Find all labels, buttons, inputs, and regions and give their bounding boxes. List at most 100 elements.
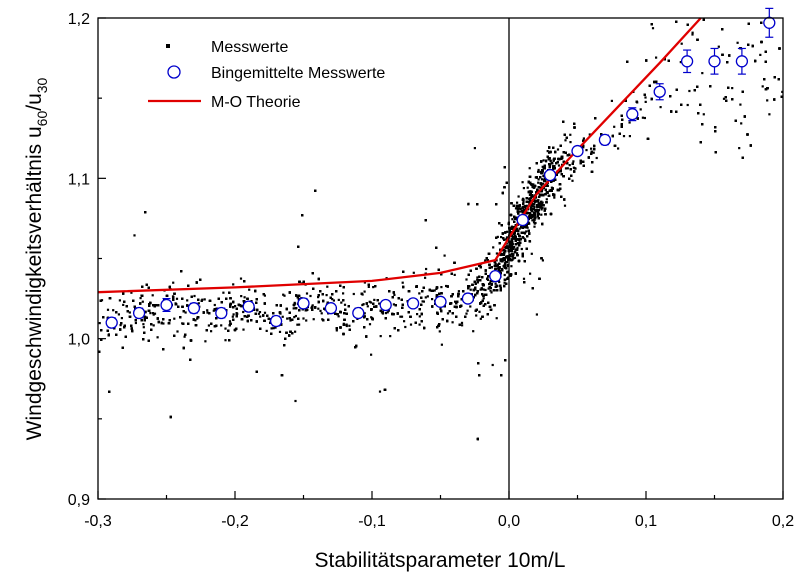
scatter-point: [740, 122, 743, 125]
scatter-point: [224, 339, 227, 342]
scatter-point: [151, 294, 154, 297]
scatter-point: [518, 227, 521, 230]
scatter-point: [194, 319, 197, 322]
scatter-point: [525, 230, 528, 233]
scatter-point: [399, 315, 402, 318]
scatter-point: [302, 317, 305, 320]
scatter-point: [639, 108, 642, 111]
scatter-point: [522, 277, 526, 280]
scatter-point: [643, 116, 646, 120]
scatter-point: [283, 294, 286, 297]
scatter-point: [511, 218, 514, 221]
scatter-point: [175, 297, 179, 300]
scatter-point: [183, 335, 186, 338]
scatter-point: [534, 221, 537, 225]
scatter-point: [152, 313, 155, 316]
scatter-point: [184, 311, 187, 314]
scatter-point: [488, 282, 491, 285]
scatter-point: [98, 322, 101, 325]
scatter-point: [781, 90, 784, 93]
scatter-point: [535, 313, 538, 316]
scatter-point: [239, 277, 243, 280]
scatter-point: [545, 183, 548, 186]
scatter-point: [537, 178, 540, 181]
scatter-point: [311, 304, 314, 307]
scatter-point: [518, 210, 521, 213]
scatter-point: [139, 297, 142, 300]
scatter-point: [156, 336, 159, 339]
scatter-point: [531, 185, 534, 189]
scatter-point: [540, 184, 543, 187]
scatter-point: [362, 303, 365, 306]
scatter-point: [528, 193, 531, 196]
scatter-point: [337, 298, 340, 301]
scatter-point: [220, 324, 223, 327]
scatter-point: [496, 267, 499, 270]
scatter-point: [412, 271, 415, 274]
scatter-point: [243, 296, 246, 299]
scatter-point: [512, 246, 515, 249]
scatter-point: [460, 321, 464, 324]
scatter-point: [404, 325, 407, 329]
scatter-point: [240, 295, 243, 298]
scatter-point: [319, 309, 322, 312]
scatter-point: [761, 85, 764, 88]
scatter-point: [418, 292, 421, 295]
scatter-point: [133, 234, 136, 237]
scatter-point: [331, 298, 334, 301]
scatter-point: [465, 278, 468, 281]
scatter-point: [542, 182, 545, 185]
scatter-point: [298, 323, 301, 326]
scatter-point: [467, 202, 470, 205]
scatter-point: [526, 186, 529, 189]
scatter-point: [487, 287, 490, 290]
scatter-point: [510, 265, 513, 268]
scatter-point: [440, 343, 443, 346]
scatter-point: [340, 301, 343, 304]
scatter-point: [768, 113, 771, 116]
scatter-point: [622, 135, 626, 138]
scatter-point: [505, 247, 508, 250]
scatter-point: [542, 159, 545, 162]
scatter-point: [540, 208, 543, 211]
scatter-point: [439, 307, 442, 311]
scatter-point: [176, 330, 179, 333]
scatter-point: [172, 281, 175, 284]
scatter-point: [691, 31, 694, 34]
scatter-point: [250, 300, 253, 303]
scatter-point: [224, 327, 227, 330]
scatter-point: [592, 151, 595, 154]
scatter-point: [400, 315, 404, 318]
scatter-point: [506, 230, 509, 233]
scatter-point: [558, 189, 561, 192]
scatter-point: [386, 311, 389, 314]
scatter-point: [548, 151, 551, 154]
scatter-point: [294, 399, 297, 403]
scatter-point: [489, 289, 492, 292]
scatter-point: [106, 308, 110, 311]
scatter-point: [389, 335, 392, 338]
scatter-point: [361, 303, 364, 307]
scatter-point: [234, 305, 237, 308]
scatter-point: [320, 312, 323, 315]
scatter-point: [317, 296, 320, 299]
scatter-point: [305, 292, 309, 295]
scatter-point: [739, 103, 742, 106]
scatter-point: [533, 205, 536, 208]
scatter-point: [479, 317, 482, 320]
scatter-point: [473, 147, 476, 150]
scatter-point: [469, 305, 472, 308]
scatter-point: [582, 137, 585, 140]
scatter-point: [369, 301, 372, 304]
scatter-point: [242, 328, 245, 331]
scatter-point: [484, 259, 487, 262]
scatter-point: [422, 300, 425, 303]
scatter-point: [499, 258, 502, 261]
scatter-point: [469, 288, 472, 291]
scatter-point: [446, 312, 450, 315]
scatter-point: [516, 201, 519, 204]
scatter-point: [453, 273, 456, 276]
scatter-point: [478, 310, 481, 313]
scatter-point: [566, 167, 569, 170]
scatter-point: [478, 264, 481, 267]
